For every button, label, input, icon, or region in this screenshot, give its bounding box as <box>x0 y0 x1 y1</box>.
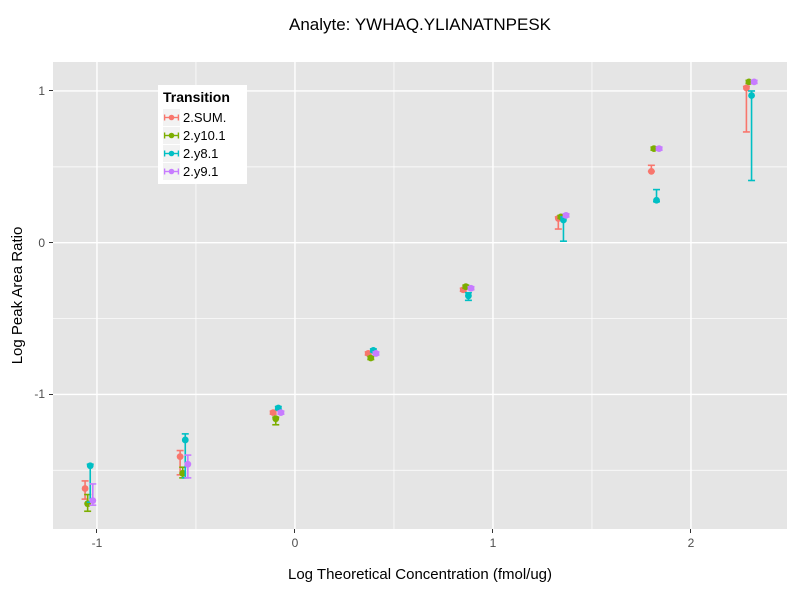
y-axis-tick-mark <box>49 393 53 395</box>
legend-key-pointrange-icon <box>163 162 180 180</box>
y-axis-tick-mark <box>49 242 53 244</box>
y-axis-tick-mark <box>49 90 53 92</box>
legend: Transition 2.SUM. 2.y10.1 2.y8.1 2.y9.1 <box>158 85 247 184</box>
x-axis-tick-label: 2 <box>687 536 695 550</box>
y-axis-tick-label: -1 <box>34 387 45 402</box>
data-point <box>367 354 375 362</box>
data-point <box>743 84 750 92</box>
legend-item-label: 2.y8.1 <box>183 145 219 161</box>
data-point <box>748 92 755 99</box>
x-axis-tick-label: 1 <box>489 536 497 550</box>
data-point <box>81 485 89 492</box>
data-point <box>653 196 660 204</box>
legend-key-pointrange-icon <box>163 144 180 162</box>
legend-key-pointrange-icon <box>163 108 180 126</box>
data-point <box>86 462 94 470</box>
data-point <box>562 211 570 219</box>
data-point <box>647 167 655 175</box>
data-point <box>462 283 470 291</box>
y-axis-label: Log Peak Area Ratio <box>9 226 26 365</box>
data-point <box>467 284 475 292</box>
legend-item: 2.y10.1 <box>163 126 247 144</box>
data-point <box>184 460 192 468</box>
plot-canvas <box>53 62 787 529</box>
legend-item: 2.y8.1 <box>163 144 247 162</box>
legend-item: 2.y9.1 <box>163 162 247 180</box>
x-axis-tick-label: -1 <box>91 536 103 550</box>
x-axis-tick-mark <box>96 529 98 533</box>
x-axis-tick-label: 0 <box>291 536 299 550</box>
data-point <box>176 453 184 461</box>
plot-title: Analyte: YWHAQ.YLIANATNPESK <box>288 15 551 34</box>
data-point <box>372 350 380 357</box>
legend-item: 2.SUM. <box>163 108 247 126</box>
x-axis-label: Log Theoretical Concentration (fmol/ug) <box>287 566 553 583</box>
x-axis-tick-mark <box>492 529 494 533</box>
data-point <box>181 436 189 444</box>
legend-title: Transition <box>163 89 230 105</box>
legend-item-label: 2.y9.1 <box>183 163 219 179</box>
legend-item-label: 2.y10.1 <box>183 127 226 143</box>
x-axis-tick-mark <box>690 529 692 533</box>
data-point <box>269 409 277 417</box>
data-point <box>655 145 663 153</box>
y-axis-tick-label: 0 <box>38 235 45 250</box>
legend-item-label: 2.SUM. <box>183 109 227 125</box>
x-axis-tick-mark <box>294 529 296 533</box>
legend-key-pointrange-icon <box>163 126 180 144</box>
data-point <box>272 415 280 423</box>
y-axis-tick-label: 1 <box>38 83 45 98</box>
data-point <box>277 409 285 417</box>
data-point <box>465 292 472 300</box>
data-point <box>179 469 187 477</box>
data-point <box>750 78 758 86</box>
data-point <box>89 497 97 505</box>
legend-items: 2.SUM. 2.y10.1 2.y8.1 2.y9.1 <box>163 108 247 180</box>
